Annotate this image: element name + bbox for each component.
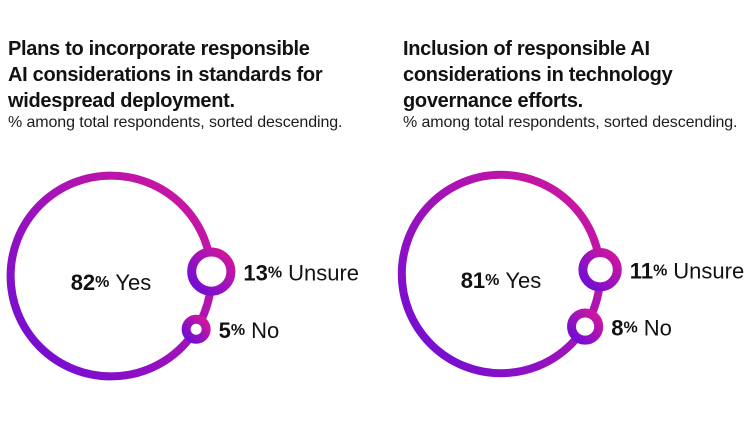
bubble-no <box>567 308 604 345</box>
bubble-unsure <box>187 247 236 296</box>
slice-percent-sign: % <box>95 274 109 291</box>
slice-value: 81 <box>461 268 485 293</box>
chart-panel-deployment-standards: Plans to incorporate responsible AI cons… <box>6 38 359 381</box>
slice-category: No <box>251 318 279 343</box>
slice-value: 13 <box>243 260 267 285</box>
slice-label: 11% Unsure <box>630 258 744 283</box>
slice-category: Yes <box>505 268 541 293</box>
slice-category: Unsure <box>673 258 744 283</box>
slice-category: Unsure <box>288 260 359 285</box>
bubble-yes <box>397 170 605 378</box>
slice-value: 11 <box>630 258 653 283</box>
slice-percent-sign: % <box>623 319 637 336</box>
slice-percent-sign: % <box>485 272 499 289</box>
slice-label: 5% No <box>219 318 280 343</box>
slice-value: 5 <box>219 318 231 343</box>
slice-percent-sign: % <box>268 264 282 281</box>
bubble-yes <box>6 171 216 381</box>
chart-title: Plans to incorporate responsible AI cons… <box>8 38 323 112</box>
slice-label: 13% Unsure <box>243 260 359 285</box>
bubble-unsure <box>578 247 622 292</box>
bubble-chart-deployment-standards: 82% Yes 13% Unsure 5% No <box>6 171 359 381</box>
bubble-no <box>181 314 211 344</box>
chart-title: Inclusion of responsible AI consideratio… <box>403 38 673 112</box>
slice-value: 8 <box>611 315 623 340</box>
slice-category: Yes <box>115 270 151 295</box>
slice-percent-sign: % <box>231 322 245 339</box>
slice-label: 8% No <box>611 315 672 340</box>
slice-value: 82 <box>71 270 95 295</box>
bubble-chart-governance-efforts: 81% Yes 11% Unsure 8% No <box>397 170 744 378</box>
slice-label: 82% Yes <box>71 270 152 295</box>
chart-subtitle: % among total respondents, sorted descen… <box>403 114 738 131</box>
chart-panel-governance-efforts: Inclusion of responsible AI consideratio… <box>375 0 750 422</box>
slice-label: 81% Yes <box>461 268 542 293</box>
slice-percent-sign: % <box>653 262 667 279</box>
slice-category: No <box>644 315 672 340</box>
chart-subtitle: % among total respondents, sorted descen… <box>8 114 343 131</box>
